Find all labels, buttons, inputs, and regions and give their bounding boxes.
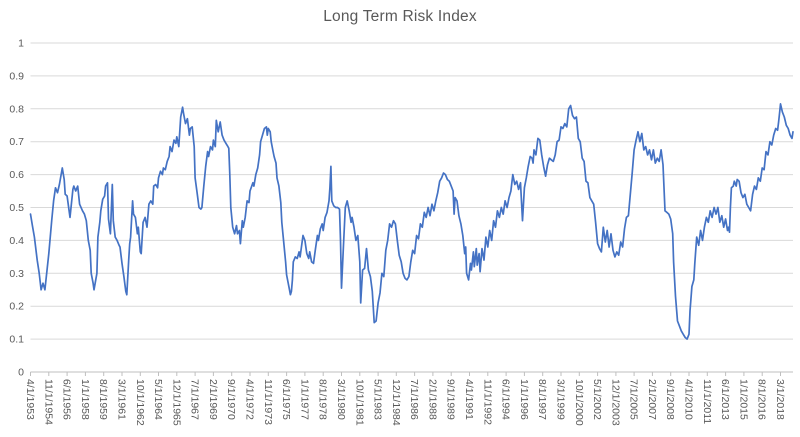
x-axis-tick-label: 8/1/1997	[536, 379, 548, 420]
y-axis-tick-label: 0.9	[9, 70, 24, 82]
x-axis-tick-label: 9/1/2008	[664, 379, 676, 420]
y-axis-tick-label: 0	[18, 367, 24, 379]
x-axis-tick-label: 6/1/2013	[719, 379, 731, 420]
x-axis-tick-label: 1/1/2015	[737, 379, 749, 420]
x-axis-tick-label: 9/1/1989	[445, 379, 457, 420]
x-axis-tick-label: 2/1/1969	[207, 379, 219, 420]
x-axis-tick-label: 4/1/1972	[244, 379, 256, 420]
x-axis-tick-label: 4/1/1953	[24, 379, 36, 420]
x-axis-tick-label: 1/1/1958	[79, 379, 91, 420]
y-axis-tick-label: 0.4	[9, 235, 24, 247]
x-axis-tick-label: 5/1/1983	[372, 379, 384, 420]
x-axis-tick-label: 1/1/1996	[518, 379, 530, 420]
x-axis-tick-label: 6/1/1994	[500, 379, 512, 420]
x-axis-tick-label: 11/1/2011	[701, 379, 713, 424]
x-axis-tick-label: 12/1/1965	[170, 379, 182, 426]
y-axis-tick-label: 0.5	[9, 202, 24, 214]
x-axis-tick-label: 3/1/2018	[774, 379, 786, 420]
x-axis-tick-label: 12/1/1984	[390, 379, 402, 426]
x-axis-tick-label: 3/1/1999	[555, 379, 567, 420]
x-axis-tick-label: 2/1/1988	[426, 379, 438, 420]
y-axis-tick-label: 0.2	[9, 301, 24, 313]
x-axis-tick-label: 5/1/1964	[152, 379, 164, 420]
x-axis-tick-label: 10/1/2000	[573, 379, 585, 426]
x-axis-tick-label: 4/1/2010	[683, 379, 695, 420]
y-axis-tick-label: 0.7	[9, 136, 24, 148]
x-axis-tick-label: 11/1/1954	[42, 379, 54, 425]
x-axis-tick-label: 9/1/1970	[225, 379, 237, 420]
x-axis-tick-label: 6/1/1956	[61, 379, 73, 420]
x-axis-tick-label: 1/1/1977	[298, 379, 310, 420]
x-axis-tick-label: 8/1/1959	[97, 379, 109, 420]
x-axis-tick-label: 3/1/1961	[116, 379, 128, 420]
x-axis-tick-label: 2/1/2007	[646, 379, 658, 420]
x-axis-tick-label: 7/1/1986	[408, 379, 420, 420]
x-axis-tick-label: 3/1/1980	[335, 379, 347, 420]
x-axis-tick-label: 10/1/1981	[353, 379, 365, 426]
x-axis-tick-label: 8/1/2016	[756, 379, 768, 420]
risk-index-line	[29, 103, 794, 340]
y-axis-tick-label: 0.8	[9, 103, 24, 115]
y-axis-tick-label: 0.6	[9, 169, 24, 181]
x-axis-tick-label: 6/1/1975	[280, 379, 292, 420]
chart-title: Long Term Risk Index	[323, 8, 477, 25]
x-axis-tick-label: 4/1/1991	[463, 379, 475, 420]
x-axis-tick-label: 12/1/2003	[609, 379, 621, 426]
x-axis-tick-label: 5/1/2002	[591, 379, 603, 420]
x-axis-tick-label: 11/1/1973	[262, 379, 274, 425]
x-axis-tick-label: 7/1/1967	[189, 379, 201, 420]
x-axis-tick-label: 11/1/1992	[481, 379, 493, 425]
x-axis-tick-label: 10/1/1962	[134, 379, 146, 426]
y-axis-tick-label: 1	[18, 38, 24, 50]
x-axis-tick-label: 8/1/1978	[317, 379, 329, 420]
y-axis-tick-label: 0.1	[9, 334, 24, 346]
x-axis-tick-label: 7/1/2005	[628, 379, 640, 420]
y-axis-tick-label: 0.3	[9, 268, 24, 280]
